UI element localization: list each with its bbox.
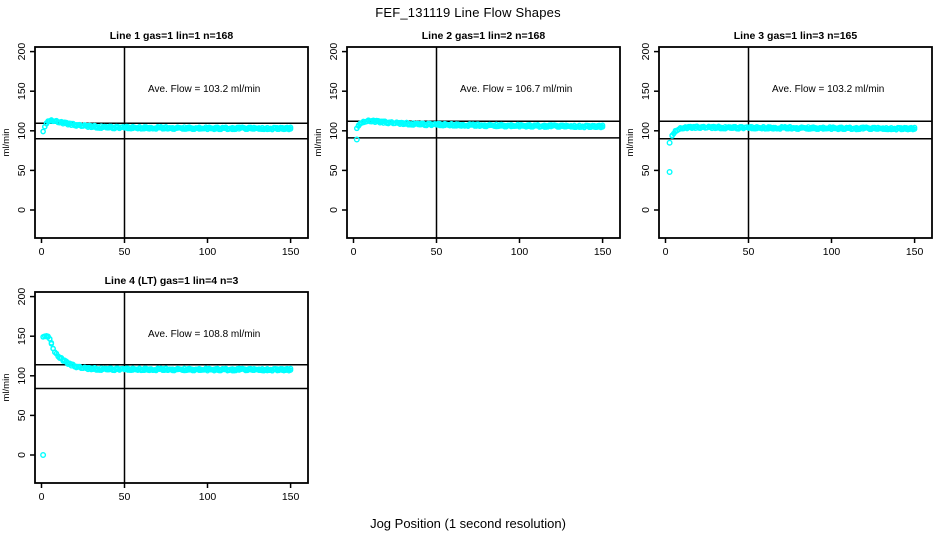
subplot-line-3: 0 50 100 150 0 50 100 150 200 ml/min Line 3 gas=1 … [624, 25, 936, 270]
ave-flow-annotation: Ave. Flow = 106.7 ml/min [460, 84, 572, 95]
data-point [911, 126, 918, 132]
y-tick-label: 100 [328, 122, 340, 140]
data-point [48, 340, 55, 346]
subplot-title: Line 4 (LT) gas=1 lin=4 n=3 [105, 275, 239, 287]
data-point [40, 128, 46, 135]
x-tick-label: 50 [119, 491, 131, 503]
y-tick-label: 100 [640, 122, 652, 140]
ave-flow-annotation: Ave. Flow = 103.2 ml/min [148, 84, 260, 95]
x-tick-label: 50 [119, 246, 131, 258]
outlier-point [353, 136, 360, 143]
ave-flow-annotation: Ave. Flow = 108.8 ml/min [148, 329, 260, 340]
subplot-title: Line 2 gas=1 lin=2 n=168 [422, 30, 546, 42]
y-tick-label: 150 [328, 82, 340, 100]
x-tick-label: 150 [594, 246, 612, 258]
data-points [40, 117, 294, 135]
data-points [353, 117, 606, 143]
subplot-line-2: 0 50 100 150 0 50 100 150 200 ml/min Line 2 gas=1 … [312, 25, 624, 270]
x-tick-label: 50 [431, 246, 443, 258]
subplot-line-1: 0 50 100 150 0 50 100 150 200 ml/min Line 1 gas=1 … [0, 25, 312, 270]
plot-box [346, 46, 621, 239]
x-tick-label: 0 [351, 246, 357, 258]
outlier-point [666, 139, 673, 146]
y-axis-label: ml/min [313, 129, 324, 157]
y-tick-label: 0 [16, 452, 28, 458]
ave-flow-annotation: Ave. Flow = 103.2 ml/min [772, 84, 884, 95]
figure-title: FEF_131119 Line Flow Shapes [375, 5, 561, 20]
y-tick-label: 150 [16, 82, 28, 100]
y-tick-label: 50 [16, 164, 28, 176]
plot-box [34, 291, 309, 484]
outlier-point [666, 168, 673, 175]
figure-xlabel: Jog Position (1 second resolution) [370, 516, 566, 531]
data-point [287, 367, 294, 373]
x-tick-label: 100 [199, 246, 217, 258]
x-tick-label: 100 [823, 246, 841, 258]
outlier-point [40, 451, 47, 458]
y-tick-label: 50 [16, 409, 28, 421]
x-tick-label: 0 [39, 491, 45, 503]
x-tick-label: 0 [663, 246, 669, 258]
subplot-canvas: 0 50 100 150 0 50 100 150 200 ml/min Line 4 (LT) g… [1, 275, 309, 503]
data-points [40, 333, 294, 458]
y-axis-label: ml/min [1, 129, 12, 157]
y-tick-label: 200 [640, 43, 652, 61]
y-tick-label: 0 [16, 207, 28, 213]
y-axis-label: ml/min [625, 129, 636, 157]
y-tick-label: 50 [640, 164, 652, 176]
subplot-title: Line 3 gas=1 lin=3 n=165 [734, 30, 858, 42]
x-tick-label: 150 [906, 246, 924, 258]
y-tick-label: 150 [640, 82, 652, 100]
x-tick-label: 100 [511, 246, 529, 258]
y-tick-label: 0 [640, 207, 652, 213]
y-tick-label: 0 [328, 207, 340, 213]
subplot-canvas: 0 50 100 150 0 50 100 150 200 ml/min Line 2 gas=1 … [313, 30, 621, 258]
y-tick-label: 50 [328, 164, 340, 176]
subplot-canvas: 0 50 100 150 0 50 100 150 200 ml/min Line 1 gas=1 … [1, 30, 309, 258]
data-point [599, 124, 606, 130]
x-tick-label: 150 [282, 491, 300, 503]
x-tick-label: 150 [282, 246, 300, 258]
y-tick-label: 200 [16, 43, 28, 61]
x-tick-label: 100 [199, 491, 217, 503]
y-tick-label: 200 [16, 288, 28, 306]
y-axis-label: ml/min [1, 374, 12, 402]
subplot-canvas: 0 50 100 150 0 50 100 150 200 ml/min Line 3 gas=1 … [625, 30, 933, 258]
data-points [666, 123, 918, 175]
x-tick-label: 0 [39, 246, 45, 258]
y-tick-label: 100 [16, 367, 28, 385]
y-tick-label: 150 [16, 327, 28, 345]
y-tick-label: 100 [16, 122, 28, 140]
y-tick-label: 200 [328, 43, 340, 61]
plot-box [658, 46, 933, 239]
plot-box [34, 46, 309, 239]
subplot-line-4: 0 50 100 150 0 50 100 150 200 ml/min Line 4 (LT) g… [0, 270, 312, 515]
subplot-title: Line 1 gas=1 lin=1 n=168 [110, 30, 234, 42]
data-point [287, 126, 294, 132]
x-tick-label: 50 [743, 246, 755, 258]
